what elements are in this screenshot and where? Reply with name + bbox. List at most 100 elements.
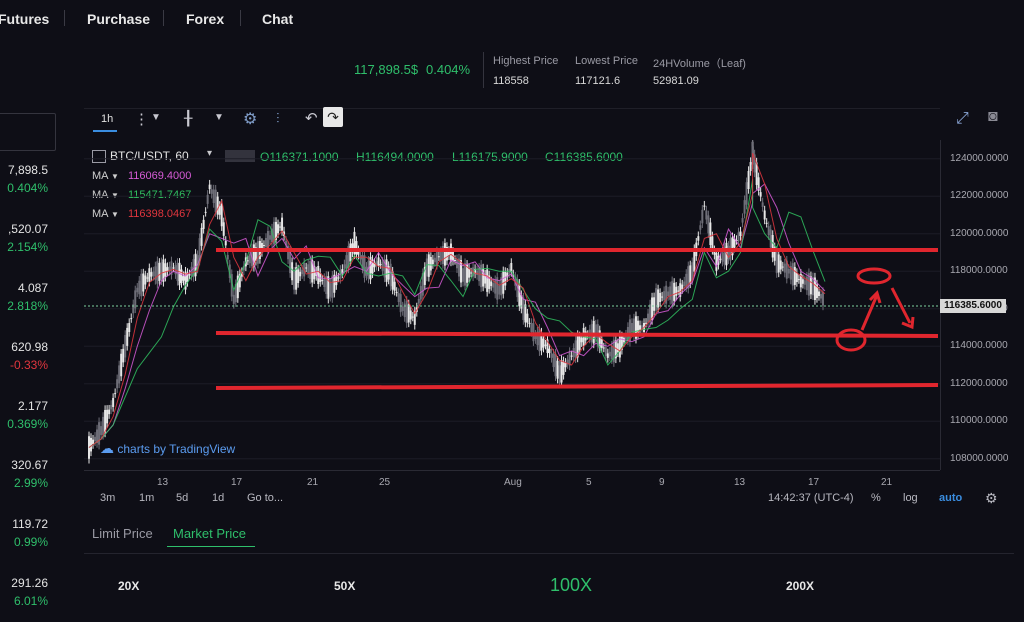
redo-icon[interactable]: ↷ <box>323 107 343 127</box>
leverage-100x[interactable]: 100X <box>550 575 593 595</box>
candle-body <box>711 236 714 250</box>
more-intervals-icon[interactable]: ⋮ <box>134 111 149 128</box>
sidebar-price[interactable]: 291.26 <box>11 576 48 590</box>
tradingview-watermark[interactable]: ☁ charts by TradingView <box>100 440 235 457</box>
candle-body <box>763 210 766 220</box>
time-tick-label: 17 <box>231 477 243 488</box>
candle-body <box>242 265 245 271</box>
candle-body <box>343 264 346 269</box>
goto-button[interactable]: Go to... <box>247 492 284 504</box>
nav-purchase[interactable]: Purchase <box>87 11 151 27</box>
sidebar-price[interactable]: 4.087 <box>17 281 48 295</box>
candle-body <box>811 277 814 296</box>
sidebar-price[interactable]: 620.98 <box>11 340 48 354</box>
ma-value: 116398.0467 <box>127 208 192 220</box>
range-3m[interactable]: 3m <box>100 492 116 504</box>
candle-body <box>122 348 125 363</box>
chevron-down-icon[interactable]: ▼ <box>151 112 161 123</box>
sidebar-price[interactable]: 2.177 <box>17 399 48 413</box>
range-1d[interactable]: 1d <box>212 492 225 504</box>
candle-body <box>248 254 251 264</box>
candle-body <box>361 255 364 269</box>
symbol-label[interactable]: BTC/USDT, 60 <box>110 149 189 163</box>
toolbar-divider <box>84 108 940 109</box>
candle-body <box>435 251 438 265</box>
candle-body <box>719 258 722 260</box>
percent-toggle[interactable]: % <box>871 492 881 504</box>
auto-toggle[interactable]: auto <box>939 492 963 504</box>
candle-body <box>142 273 145 292</box>
down-arrow <box>890 287 912 324</box>
candle-body <box>293 271 296 290</box>
ohlc-high: H116494.0000 <box>356 150 434 164</box>
fullscreen-icon[interactable]: ⤢ <box>956 110 969 127</box>
candle-body <box>522 297 525 320</box>
tab-underline <box>167 546 255 547</box>
chevron-down-icon[interactable]: ▾ <box>207 148 213 159</box>
candle-body <box>665 285 668 304</box>
candle-body <box>620 336 623 350</box>
leverage-20x[interactable]: 20X <box>118 579 140 593</box>
range-5d[interactable]: 5d <box>176 492 189 504</box>
candle-body <box>262 245 265 246</box>
candle-body <box>771 235 774 258</box>
sidebar-change: 0.369% <box>7 417 48 431</box>
collapse-legend-icon[interactable] <box>92 150 106 163</box>
candle-body <box>769 229 772 248</box>
candle-body <box>699 225 702 230</box>
candle-body <box>162 259 165 282</box>
range-1m[interactable]: 1m <box>139 492 155 504</box>
candle-body <box>805 276 808 291</box>
candle-body <box>516 279 519 298</box>
sidebar-price[interactable]: 320.67 <box>11 458 48 472</box>
sidebar-price[interactable]: 119.72 <box>12 517 48 531</box>
camera-icon[interactable]: ◙ <box>988 108 998 125</box>
sidebar-price[interactable]: ,520.07 <box>7 222 48 236</box>
candle-body <box>775 250 778 274</box>
candle-body <box>735 240 738 241</box>
candle-body <box>616 343 619 353</box>
leverage-200x[interactable]: 200X <box>786 579 815 593</box>
candle-body <box>773 247 776 261</box>
candle-body <box>453 260 456 261</box>
sidebar-price[interactable]: 7,898.5 <box>7 163 48 177</box>
candle-body <box>437 256 440 258</box>
candle-body <box>604 347 607 357</box>
tab-market-price[interactable]: Market Price <box>173 526 246 541</box>
candle-body <box>407 304 410 323</box>
sidebar-search-box[interactable] <box>0 113 56 151</box>
candle-body <box>146 277 149 279</box>
gear-icon[interactable]: ⚙ <box>243 111 258 128</box>
candle-body <box>793 266 796 285</box>
candle-body <box>538 328 541 352</box>
candle-body <box>657 289 660 308</box>
candle-body <box>355 241 358 255</box>
log-toggle[interactable]: log <box>903 492 918 504</box>
undo-icon[interactable]: ↶ <box>305 110 318 127</box>
ma-row[interactable]: MA ▼ 116069.4000 <box>92 170 191 182</box>
interval-button[interactable]: 1h <box>101 113 114 125</box>
candle-body <box>554 353 557 377</box>
price-chart[interactable] <box>84 140 940 470</box>
gear-icon[interactable]: ⚙ <box>985 490 998 506</box>
candle-body <box>799 273 802 288</box>
candle-body <box>677 290 680 292</box>
leverage-50x[interactable]: 50X <box>334 579 356 593</box>
time-tick-label: 9 <box>659 477 665 488</box>
candle-body <box>373 262 376 268</box>
ma-row[interactable]: MA ▼ 116398.0467 <box>92 208 191 220</box>
indicators-icon[interactable]: ⫶ <box>276 110 280 126</box>
candle-body <box>148 268 151 282</box>
candlestick-icon[interactable]: ╂ <box>184 110 193 126</box>
candle-body <box>548 348 551 354</box>
tab-limit-price[interactable]: Limit Price <box>92 526 153 541</box>
sidebar-change: 2.99% <box>13 476 48 490</box>
nav-forex[interactable]: Forex <box>186 11 225 27</box>
candle-body <box>777 254 780 273</box>
candle-body <box>795 273 798 282</box>
candle-body <box>138 280 141 295</box>
chevron-down-icon[interactable]: ▼ <box>214 112 224 123</box>
nav-chat[interactable]: Chat <box>262 11 294 27</box>
nav-futures[interactable]: Futures <box>0 11 50 27</box>
ma-row[interactable]: MA ▼ 115471.7467 <box>92 189 191 201</box>
